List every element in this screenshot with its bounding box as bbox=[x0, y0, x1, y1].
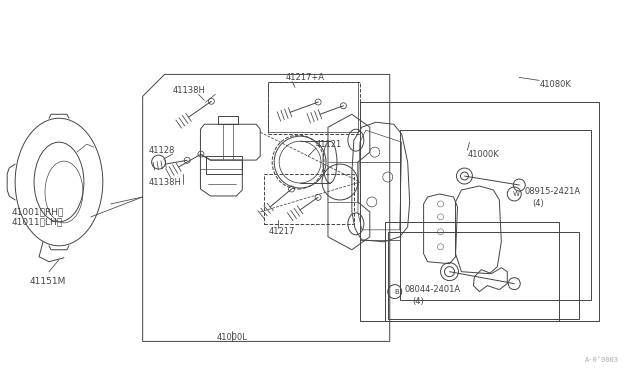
Text: 41138H: 41138H bbox=[173, 86, 205, 95]
Text: B: B bbox=[394, 289, 399, 295]
Text: 41151M: 41151M bbox=[29, 277, 65, 286]
Bar bbox=[264, 174, 354, 224]
Text: 41121: 41121 bbox=[316, 140, 342, 149]
Text: 08915-2421A: 08915-2421A bbox=[524, 187, 580, 196]
Bar bbox=[385, 222, 559, 321]
Bar bbox=[207, 156, 243, 174]
Text: 08044-2401A: 08044-2401A bbox=[404, 285, 461, 294]
Text: 41080K: 41080K bbox=[539, 80, 571, 89]
Text: (4): (4) bbox=[532, 199, 544, 208]
Text: 41138H: 41138H bbox=[148, 177, 182, 186]
Text: 41000K: 41000K bbox=[467, 150, 499, 158]
Text: 41217+A: 41217+A bbox=[285, 73, 324, 82]
Bar bbox=[268, 82, 358, 132]
Text: 41011『LH』: 41011『LH』 bbox=[11, 217, 62, 227]
Text: 41000L: 41000L bbox=[217, 333, 248, 342]
Text: (4): (4) bbox=[413, 297, 424, 306]
Bar bbox=[388, 232, 579, 320]
Text: 41217: 41217 bbox=[268, 227, 294, 236]
Text: 41128: 41128 bbox=[148, 145, 175, 155]
Bar bbox=[360, 102, 599, 321]
Bar bbox=[400, 130, 591, 299]
Text: A·0ˆ0003: A·0ˆ0003 bbox=[585, 357, 619, 363]
Text: 41001《RH》: 41001《RH》 bbox=[11, 208, 63, 217]
Text: W: W bbox=[513, 191, 520, 197]
Bar bbox=[268, 82, 360, 134]
